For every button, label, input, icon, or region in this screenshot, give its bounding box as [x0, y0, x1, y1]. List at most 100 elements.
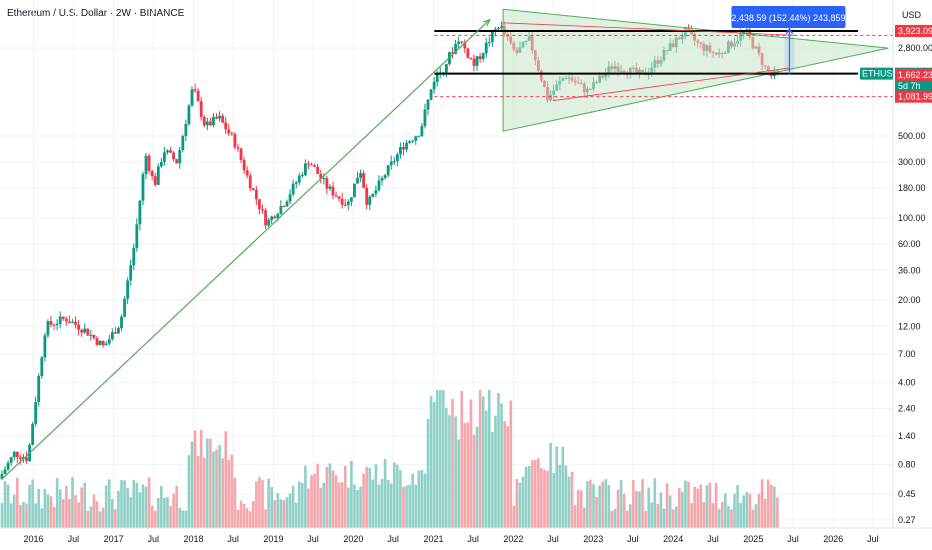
trendline[interactable] — [552, 67, 790, 102]
volume-bar — [702, 502, 706, 528]
volume-bar — [564, 465, 568, 528]
volume-bar — [751, 509, 755, 528]
candle-body — [454, 43, 457, 54]
volume-bar — [313, 473, 316, 528]
volume-bar — [506, 426, 509, 528]
candle-body — [346, 201, 350, 206]
volume-bar — [163, 497, 166, 528]
volume-bar — [31, 479, 34, 528]
candle-body — [414, 136, 418, 141]
volume-bar — [583, 507, 586, 528]
volume-bar — [681, 492, 684, 528]
symbol-badge-text: ETHUSD — [862, 69, 900, 79]
measure-label-box[interactable] — [731, 6, 846, 28]
volume-bar — [147, 477, 151, 528]
volume-bar — [448, 415, 451, 528]
triangle-pattern[interactable] — [502, 8, 889, 132]
symbol-badge[interactable] — [860, 67, 893, 80]
candle-body — [3, 469, 7, 475]
volume-bar — [261, 479, 264, 528]
volume-bar — [521, 476, 525, 528]
candle-body — [166, 150, 169, 153]
candle-body — [12, 451, 16, 458]
volume-bar — [132, 479, 136, 528]
candle-body — [451, 52, 454, 54]
candle-body — [141, 174, 145, 201]
price-badge[interactable] — [895, 79, 932, 92]
price-badge[interactable] — [895, 90, 932, 103]
candle-body — [181, 135, 185, 151]
price-badge[interactable] — [895, 24, 932, 37]
candle-body — [83, 328, 87, 333]
trendline-arrow[interactable] — [1, 19, 491, 480]
volume-bar — [610, 510, 614, 528]
volume-bar — [301, 482, 304, 528]
candle-body — [153, 176, 157, 185]
candle-body — [469, 57, 473, 59]
volume-bar — [595, 496, 598, 528]
candle-body — [163, 152, 166, 162]
candle-body — [429, 89, 433, 100]
volume-bar — [68, 499, 71, 528]
candle-body — [212, 116, 215, 126]
y-tick-label: 500.00 — [898, 131, 926, 141]
candle-body — [196, 90, 200, 102]
volume-bar — [472, 434, 476, 528]
candle-body — [77, 324, 80, 330]
volume-bar — [739, 502, 742, 528]
price-badge-text: 1,662.23 — [898, 70, 932, 80]
candle-body — [242, 160, 246, 171]
volume-bar — [331, 470, 335, 528]
volume-bar — [586, 481, 589, 528]
volume-bar — [65, 486, 68, 528]
trendline[interactable] — [503, 22, 798, 36]
candle-body — [291, 183, 295, 195]
measure-range — [784, 28, 795, 75]
volume-bar — [389, 483, 393, 528]
y-tick-label: 0.45 — [898, 489, 916, 499]
volume-bar — [527, 465, 531, 528]
candle-body — [432, 82, 436, 90]
volume-bar — [724, 493, 727, 528]
volume-bar — [89, 506, 93, 528]
candle-body — [138, 200, 142, 225]
volume-bar — [343, 465, 347, 528]
candle-body — [368, 196, 372, 205]
x-tick-label: Jul — [387, 534, 399, 544]
candle-body — [92, 334, 96, 339]
volume-bar — [144, 486, 148, 528]
volume-bar — [442, 390, 445, 528]
volume-bar — [399, 470, 402, 528]
candle-body — [392, 161, 396, 163]
volume-bar — [607, 484, 611, 528]
volume-bar — [156, 498, 160, 528]
volume-bar — [576, 489, 580, 528]
volume-bar — [561, 446, 565, 528]
volume-bar — [377, 484, 381, 528]
volume-bar — [126, 488, 129, 528]
volume-bar — [95, 501, 99, 528]
candle-body — [120, 316, 123, 329]
price-badge[interactable] — [895, 68, 932, 81]
volume-bar — [714, 482, 718, 528]
candle-body — [270, 216, 274, 220]
volume-bar — [503, 420, 506, 528]
candle-body — [484, 42, 488, 54]
candle-body — [300, 175, 304, 177]
x-tick-label: 2024 — [663, 534, 683, 544]
y-tick-label: 100.00 — [898, 213, 926, 223]
y-tick-label: 0.27 — [898, 515, 916, 525]
volume-bar — [104, 485, 108, 528]
y-tick-label: 4.00 — [898, 377, 916, 387]
candle-body — [126, 280, 130, 299]
volume-bar — [451, 398, 454, 528]
candle-body — [487, 42, 491, 44]
volume-bar — [552, 472, 555, 528]
candle-body — [15, 451, 19, 458]
candle-body — [356, 177, 359, 184]
volume-bar — [160, 485, 163, 528]
candle-body — [426, 99, 430, 110]
candle-body — [365, 187, 369, 205]
volume-bar — [236, 509, 240, 528]
